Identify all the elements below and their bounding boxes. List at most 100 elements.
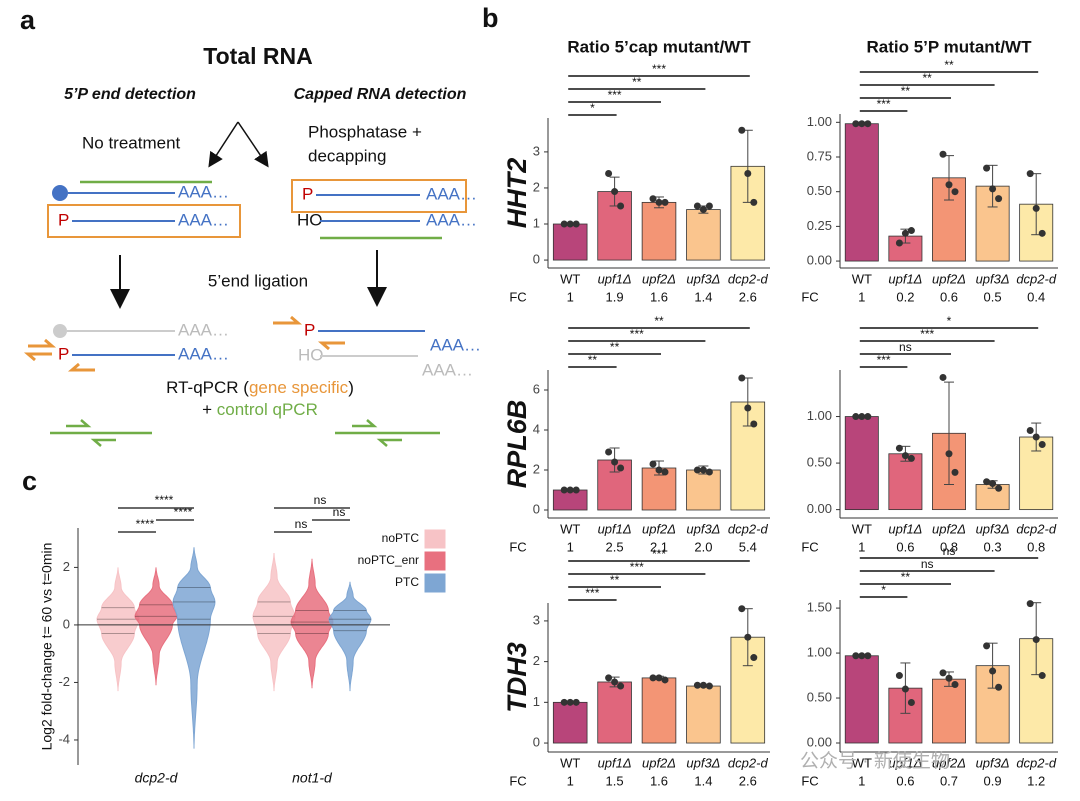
value-label: 0.8 bbox=[940, 539, 958, 554]
primer bbox=[23, 352, 52, 362]
y-tick-label: 0 bbox=[533, 734, 540, 749]
data-point bbox=[1038, 440, 1046, 448]
significance-label: *** bbox=[920, 327, 934, 341]
data-point bbox=[738, 374, 746, 382]
value-label: 0.9 bbox=[984, 773, 1002, 788]
value-label: 1.2 bbox=[1027, 773, 1045, 788]
violin bbox=[328, 581, 372, 692]
step: 5’end ligation bbox=[208, 271, 308, 290]
y-tick-label: 1.00 bbox=[807, 114, 832, 129]
data-point bbox=[864, 652, 872, 660]
data-point bbox=[895, 444, 903, 452]
significance-label: ns bbox=[314, 493, 327, 507]
data-point bbox=[895, 672, 903, 680]
bar bbox=[641, 677, 677, 744]
data-point bbox=[1038, 229, 1046, 237]
x-tick-label: dcp2-d bbox=[728, 271, 769, 286]
primer bbox=[273, 315, 303, 325]
y-tick-label: 0.00 bbox=[807, 253, 832, 268]
value-label: 1.9 bbox=[606, 289, 624, 304]
data-point bbox=[705, 468, 713, 476]
data-point bbox=[995, 484, 1003, 492]
data-point bbox=[693, 202, 701, 210]
bar bbox=[888, 453, 923, 511]
legend-label: PTC bbox=[395, 575, 419, 589]
treatment: decapping bbox=[308, 146, 386, 165]
hydroxyl: HO bbox=[297, 210, 323, 229]
significance-label: ns bbox=[921, 557, 934, 571]
data-point bbox=[864, 413, 872, 421]
violin bbox=[172, 547, 216, 749]
significance-label: *** bbox=[877, 97, 891, 111]
y-tick-label: 6 bbox=[533, 381, 540, 396]
data-point bbox=[895, 239, 903, 247]
data-point bbox=[738, 605, 746, 613]
x-tick-label: dcp2-d bbox=[1016, 521, 1057, 536]
data-point bbox=[901, 229, 909, 237]
significance-label: *** bbox=[630, 327, 644, 341]
x-tick-label: WT bbox=[560, 755, 580, 770]
data-point bbox=[617, 682, 625, 690]
cap bbox=[52, 185, 68, 201]
bar bbox=[641, 201, 677, 261]
value-label: 0.8 bbox=[1027, 539, 1045, 554]
panel-label: a bbox=[20, 5, 36, 35]
data-point bbox=[661, 676, 669, 684]
x-tick-label: upf1Δ bbox=[598, 271, 632, 286]
y-axis-label: Log2 fold-change t= 60 vs t=0min bbox=[39, 543, 55, 751]
highlight-box bbox=[291, 179, 467, 213]
value-label: 1.4 bbox=[694, 773, 712, 788]
data-point bbox=[951, 681, 959, 689]
data-point bbox=[744, 170, 752, 178]
violin bbox=[96, 567, 140, 692]
y-tick-label: 0.50 bbox=[807, 455, 832, 470]
y-tick-label: 1.00 bbox=[807, 645, 832, 660]
data-point bbox=[858, 652, 866, 660]
significance-label: **** bbox=[155, 493, 174, 507]
primer bbox=[317, 341, 345, 351]
x-tick-label: dcp2-d bbox=[728, 521, 769, 536]
data-point bbox=[1032, 433, 1040, 441]
bar bbox=[844, 123, 879, 262]
significance-label: ns bbox=[333, 505, 346, 519]
x-tick-label: dcp2-d bbox=[1016, 755, 1057, 770]
data-point bbox=[572, 486, 580, 494]
primer bbox=[28, 338, 57, 348]
fc-label: FC bbox=[509, 773, 526, 788]
x-tick-label: upf3Δ bbox=[976, 271, 1010, 286]
legend-label: noPTC_enr bbox=[358, 553, 419, 567]
significance-label: ns bbox=[943, 544, 956, 558]
data-point bbox=[699, 681, 707, 689]
data-point bbox=[566, 698, 574, 706]
x-tick-label: upf1Δ bbox=[888, 755, 922, 770]
fc-label: FC bbox=[801, 289, 818, 304]
x-tick-label: upf1Δ bbox=[888, 521, 922, 536]
bar bbox=[686, 469, 721, 511]
y-tick-label: 0.00 bbox=[807, 734, 832, 749]
y-tick-label: 2 bbox=[533, 179, 540, 194]
data-point bbox=[951, 188, 959, 196]
violin bbox=[252, 552, 296, 692]
y-tick-label: 1.50 bbox=[807, 600, 832, 615]
fc-label: FC bbox=[509, 539, 526, 554]
y-tick-label: -4 bbox=[58, 731, 70, 746]
value-label: 1 bbox=[858, 289, 865, 304]
significance-label: ** bbox=[610, 573, 620, 587]
legend-label: noPTC bbox=[382, 531, 420, 545]
polya: AAA… bbox=[178, 344, 229, 363]
data-point bbox=[945, 181, 953, 189]
significance-label: *** bbox=[652, 547, 666, 561]
value-label: 0.6 bbox=[896, 773, 914, 788]
method-text: control qPCR bbox=[217, 400, 318, 419]
diagram-title: Total RNA bbox=[203, 43, 312, 69]
data-point bbox=[1026, 600, 1034, 608]
x-tick-label: upf1Δ bbox=[598, 521, 632, 536]
y-tick-label: 2 bbox=[63, 559, 70, 574]
violin bbox=[290, 558, 334, 689]
primer bbox=[66, 419, 92, 428]
x-tick-label: not1-d bbox=[292, 770, 333, 786]
primer bbox=[376, 438, 402, 447]
data-point bbox=[852, 413, 860, 421]
value-label: 1.5 bbox=[606, 773, 624, 788]
